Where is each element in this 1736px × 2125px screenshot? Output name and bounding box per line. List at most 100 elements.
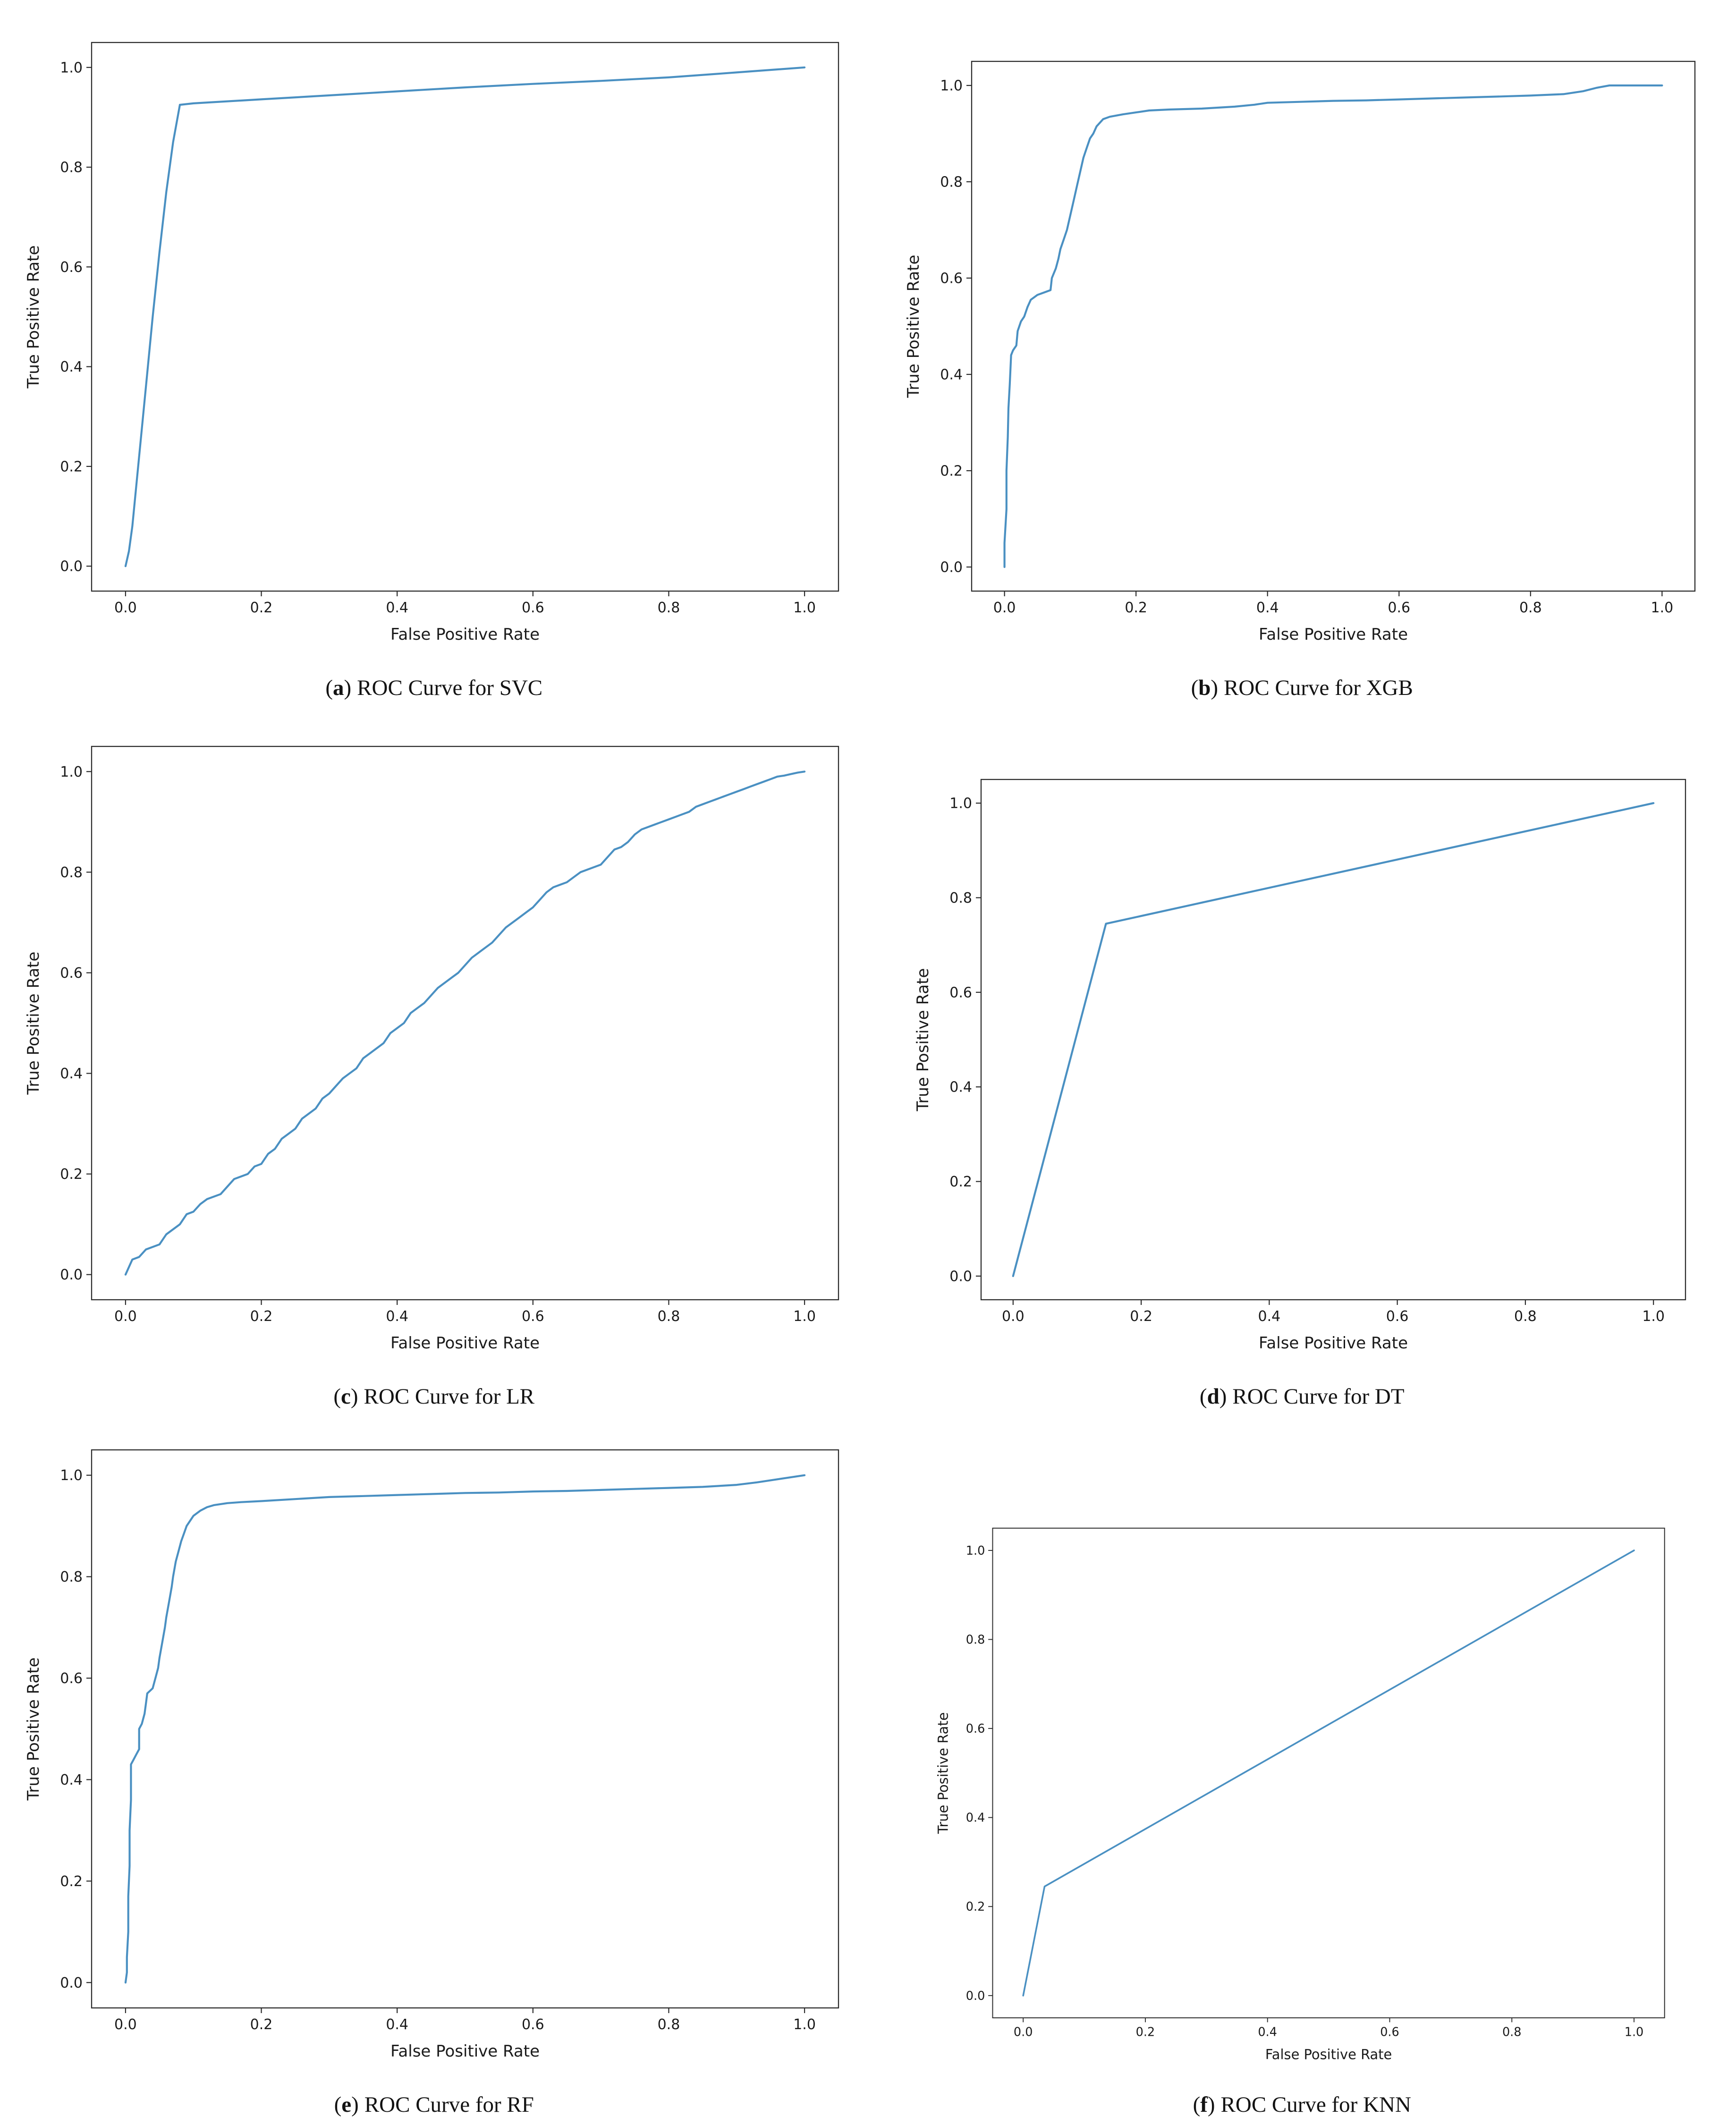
- svg-text:0.2: 0.2: [60, 1873, 83, 1890]
- svg-text:0.4: 0.4: [60, 359, 83, 375]
- svg-text:0.8: 0.8: [1502, 2025, 1522, 2039]
- svg-text:0.4: 0.4: [1258, 1308, 1280, 1325]
- svg-text:0.2: 0.2: [1125, 600, 1147, 616]
- svg-text:0.0: 0.0: [966, 1989, 985, 2003]
- svg-text:0.2: 0.2: [250, 2016, 273, 2033]
- svg-text:1.0: 1.0: [60, 60, 83, 76]
- svg-text:0.2: 0.2: [60, 1166, 83, 1183]
- svg-text:True Positive Rate: True Positive Rate: [914, 968, 932, 1111]
- svg-text:0.0: 0.0: [60, 1975, 83, 1991]
- caption-xgb: (b) ROC Curve for XGB: [1191, 675, 1413, 701]
- svg-text:0.8: 0.8: [60, 160, 83, 176]
- svg-text:0.2: 0.2: [966, 1900, 985, 1914]
- svg-text:True Positive Rate: True Positive Rate: [24, 1658, 43, 1801]
- svg-text:0.0: 0.0: [114, 2016, 137, 2033]
- caption-lr: (c) ROC Curve for LR: [333, 1384, 534, 1409]
- svg-text:1.0: 1.0: [1651, 600, 1673, 616]
- caption-label: (a): [325, 676, 352, 701]
- svg-text:1.0: 1.0: [793, 600, 816, 616]
- svg-text:True Positive Rate: True Positive Rate: [904, 255, 923, 398]
- panel-roc-knn: 0.0 0.2 0.4 0.6 0.8 1.0 0.0 0.2 0.4 0.6 0.8 1.0 Fals…: [868, 1417, 1736, 2125]
- caption-label: (e): [334, 2092, 359, 2117]
- caption-knn: (f) ROC Curve for KNN: [1193, 2092, 1411, 2117]
- caption-label: (c): [333, 1384, 358, 1409]
- svg-text:0.6: 0.6: [522, 2016, 544, 2033]
- svg-text:1.0: 1.0: [793, 1308, 816, 1325]
- caption-text: ROC Curve for KNN: [1220, 2092, 1411, 2117]
- svg-text:0.4: 0.4: [1256, 600, 1279, 616]
- svg-text:0.0: 0.0: [1002, 1308, 1025, 1325]
- svg-text:True Positive Rate: True Positive Rate: [935, 1712, 951, 1834]
- svg-text:0.8: 0.8: [966, 1633, 985, 1647]
- panel-roc-dt: 0.0 0.2 0.4 0.6 0.8 1.0 0.0 0.2 0.4 0.6 0.8 1.0 Fals…: [868, 708, 1736, 1416]
- svg-text:0.0: 0.0: [114, 1308, 137, 1325]
- panel-roc-lr: 0.0 0.2 0.4 0.6 0.8 1.0 0.0 0.2 0.4 0.6 0.8 1.0 Fals…: [0, 708, 868, 1416]
- svg-text:0.6: 0.6: [1388, 600, 1410, 616]
- caption-svc: (a) ROC Curve for SVC: [325, 675, 542, 701]
- svg-text:1.0: 1.0: [1642, 1308, 1665, 1325]
- svg-text:1.0: 1.0: [966, 1544, 985, 1558]
- caption-text: ROC Curve for RF: [364, 2092, 534, 2117]
- svg-text:0.8: 0.8: [60, 1569, 83, 1585]
- caption-text: ROC Curve for SVC: [357, 676, 543, 701]
- caption-label: (f): [1193, 2092, 1215, 2117]
- svg-text:0.0: 0.0: [60, 559, 83, 575]
- svg-text:0.8: 0.8: [658, 600, 680, 616]
- svg-text:True Positive Rate: True Positive Rate: [24, 951, 43, 1095]
- caption-text: ROC Curve for LR: [364, 1384, 535, 1409]
- panel-roc-svc: 0.0 0.2 0.4 0.6 0.8 1.0 0.0 0.2 0.4 0.6 0.8 1.0 Fals…: [0, 0, 868, 708]
- svg-text:0.0: 0.0: [940, 559, 963, 576]
- panel-roc-rf: 0.0 0.2 0.4 0.6 0.8 1.0 0.0 0.2 0.4 0.6 0.8 1.0 Fals…: [0, 1417, 868, 2125]
- svg-text:0.0: 0.0: [60, 1267, 83, 1283]
- svg-text:0.4: 0.4: [386, 2016, 409, 2033]
- roc-plot-knn: 0.0 0.2 0.4 0.6 0.8 1.0 0.0 0.2 0.4 0.6 0.8 1.0 Fals…: [924, 1517, 1680, 2074]
- svg-text:0.8: 0.8: [949, 890, 972, 906]
- svg-text:0.2: 0.2: [949, 1174, 972, 1190]
- svg-text:0.8: 0.8: [1514, 1308, 1537, 1325]
- svg-text:0.4: 0.4: [949, 1079, 972, 1095]
- svg-text:0.6: 0.6: [1386, 1308, 1409, 1325]
- svg-text:1.0: 1.0: [940, 78, 963, 94]
- roc-plot-lr: 0.0 0.2 0.4 0.6 0.8 1.0 0.0 0.2 0.4 0.6 0.8 1.0 Fals…: [11, 733, 856, 1366]
- svg-text:0.8: 0.8: [658, 2016, 680, 2033]
- svg-text:0.0: 0.0: [114, 600, 137, 616]
- caption-dt: (d) ROC Curve for DT: [1200, 1384, 1405, 1409]
- svg-text:0.8: 0.8: [60, 864, 83, 881]
- svg-text:False Positive Rate: False Positive Rate: [390, 625, 540, 644]
- svg-text:0.4: 0.4: [1258, 2025, 1277, 2039]
- svg-text:0.8: 0.8: [940, 174, 963, 191]
- svg-text:1.0: 1.0: [793, 2016, 816, 2033]
- panel-roc-xgb: 0.0 0.2 0.4 0.6 0.8 1.0 0.0 0.2 0.4 0.6 0.8 1.0 Fals…: [868, 0, 1736, 708]
- svg-text:0.2: 0.2: [1135, 2025, 1155, 2039]
- svg-text:0.6: 0.6: [60, 1670, 83, 1687]
- roc-plot-svc: 0.0 0.2 0.4 0.6 0.8 1.0 0.0 0.2 0.4 0.6 0.8 1.0 Fals…: [11, 29, 856, 657]
- svg-text:0.6: 0.6: [522, 1308, 544, 1325]
- svg-text:0.8: 0.8: [658, 1308, 680, 1325]
- caption-label: (b): [1191, 676, 1219, 701]
- svg-text:0.4: 0.4: [60, 1066, 83, 1082]
- svg-text:0.2: 0.2: [250, 1308, 273, 1325]
- svg-text:1.0: 1.0: [1624, 2025, 1643, 2039]
- svg-text:0.2: 0.2: [1130, 1308, 1152, 1325]
- caption-label: (d): [1199, 1384, 1227, 1409]
- svg-text:1.0: 1.0: [60, 1467, 83, 1484]
- svg-text:False Positive Rate: False Positive Rate: [1259, 1334, 1408, 1353]
- svg-text:False Positive Rate: False Positive Rate: [390, 2042, 540, 2061]
- roc-plot-dt: 0.0 0.2 0.4 0.6 0.8 1.0 0.0 0.2 0.4 0.6 0.8 1.0 Fals…: [901, 766, 1703, 1366]
- svg-text:0.2: 0.2: [60, 459, 83, 475]
- svg-text:0.0: 0.0: [993, 600, 1016, 616]
- svg-text:False Positive Rate: False Positive Rate: [1259, 625, 1408, 644]
- svg-text:0.6: 0.6: [522, 600, 544, 616]
- svg-text:0.0: 0.0: [1014, 2025, 1033, 2039]
- svg-text:0.4: 0.4: [966, 1811, 985, 1825]
- svg-text:0.2: 0.2: [940, 463, 963, 480]
- svg-text:False Positive Rate: False Positive Rate: [1265, 2047, 1392, 2063]
- caption-rf: (e) ROC Curve for RF: [334, 2092, 534, 2117]
- svg-text:0.4: 0.4: [386, 600, 409, 616]
- svg-text:0.4: 0.4: [940, 367, 963, 383]
- svg-text:0.0: 0.0: [949, 1268, 972, 1285]
- svg-text:0.6: 0.6: [940, 271, 963, 287]
- svg-text:False Positive Rate: False Positive Rate: [390, 1334, 540, 1353]
- svg-text:True Positive Rate: True Positive Rate: [24, 246, 43, 389]
